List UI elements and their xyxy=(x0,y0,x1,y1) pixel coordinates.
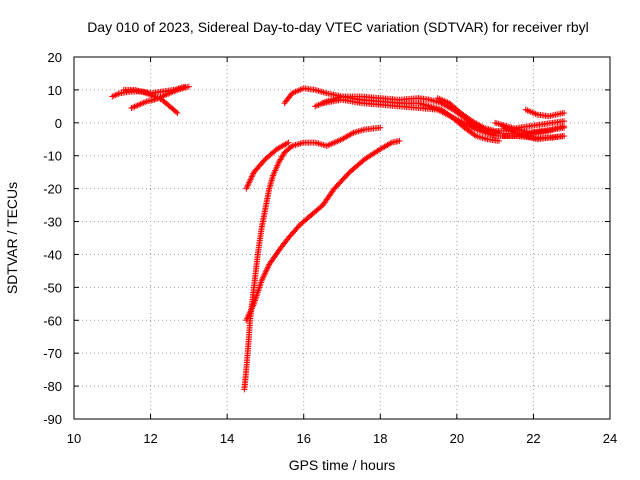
series-arc-n xyxy=(499,123,568,139)
data-point xyxy=(246,311,253,318)
data-point xyxy=(561,123,568,130)
data-point xyxy=(258,277,265,284)
data-point xyxy=(174,109,181,116)
data-point xyxy=(249,172,256,179)
x-tick-label: 10 xyxy=(67,431,81,446)
y-tick-label: -90 xyxy=(43,412,62,427)
x-tick-label: 12 xyxy=(143,431,157,446)
data-point xyxy=(283,140,290,147)
series-arc-g xyxy=(281,85,502,144)
y-tick-label: -20 xyxy=(43,182,62,197)
data-point xyxy=(246,179,253,186)
series-arc-f xyxy=(243,137,403,324)
data-point xyxy=(262,270,269,277)
data-point xyxy=(248,175,255,182)
data-point xyxy=(250,302,257,309)
data-points xyxy=(109,83,568,393)
y-tick-label: 10 xyxy=(48,83,62,98)
data-point xyxy=(247,176,254,183)
data-point xyxy=(561,132,568,139)
data-point xyxy=(260,273,267,280)
data-point xyxy=(261,271,268,278)
data-point xyxy=(479,123,486,130)
y-tick-label: -10 xyxy=(43,149,62,164)
data-point xyxy=(262,268,269,275)
data-point xyxy=(259,274,266,281)
series-arc-d xyxy=(241,124,384,393)
y-tick-label: 0 xyxy=(55,116,62,131)
y-tick-label: 20 xyxy=(48,50,62,65)
x-tick-label: 18 xyxy=(373,431,387,446)
y-tick-label: -70 xyxy=(43,346,62,361)
data-point xyxy=(349,130,356,137)
data-point xyxy=(185,83,192,90)
data-point xyxy=(561,109,568,116)
data-point xyxy=(249,303,256,310)
y-tick-label: -40 xyxy=(43,247,62,262)
data-point xyxy=(243,185,250,192)
x-axis-label: GPS time / hours xyxy=(289,457,396,473)
data-point xyxy=(471,131,478,138)
data-point xyxy=(387,140,394,147)
data-point xyxy=(247,308,254,315)
data-point xyxy=(245,181,252,188)
y-tick-label: -50 xyxy=(43,280,62,295)
plot-frame xyxy=(73,56,611,420)
data-point xyxy=(246,309,253,316)
data-point xyxy=(259,276,266,283)
data-point xyxy=(243,184,250,191)
data-point xyxy=(264,265,271,272)
y-tick-label: -80 xyxy=(43,379,62,394)
data-point xyxy=(244,182,251,189)
y-tick-labels: -90 -80 -70 -60 -50 -40 -30 -20 -10 0 10 20 xyxy=(43,50,610,427)
chart-title: Day 010 of 2023, Sidereal Day-to-day VTE… xyxy=(87,19,589,35)
grid-lines xyxy=(74,57,610,419)
data-point xyxy=(263,267,270,274)
x-tick-labels: 10 12 14 16 18 20 22 24 xyxy=(67,57,617,446)
x-tick-label: 14 xyxy=(220,431,234,446)
series-arc-m xyxy=(522,106,568,120)
series-arc-c xyxy=(128,83,192,112)
data-point xyxy=(264,264,271,271)
y-tick-label: -60 xyxy=(43,313,62,328)
data-point xyxy=(245,312,252,319)
y-axis-label: SDTVAR / TECUs xyxy=(4,182,20,294)
data-point xyxy=(396,137,403,144)
data-point xyxy=(246,178,253,185)
data-point xyxy=(377,124,384,131)
data-point xyxy=(243,315,250,322)
data-point xyxy=(285,139,292,146)
data-point xyxy=(248,305,255,312)
data-point xyxy=(243,317,250,324)
data-point xyxy=(244,314,251,321)
data-point xyxy=(173,108,180,115)
x-tick-label: 20 xyxy=(450,431,464,446)
y-tick-label: -30 xyxy=(43,215,62,230)
series-arc-e xyxy=(243,139,292,192)
data-point xyxy=(248,173,255,180)
x-tick-label: 22 xyxy=(526,431,540,446)
data-point xyxy=(248,306,255,313)
x-tick-label: 16 xyxy=(296,431,310,446)
x-tick-label: 24 xyxy=(603,431,617,446)
